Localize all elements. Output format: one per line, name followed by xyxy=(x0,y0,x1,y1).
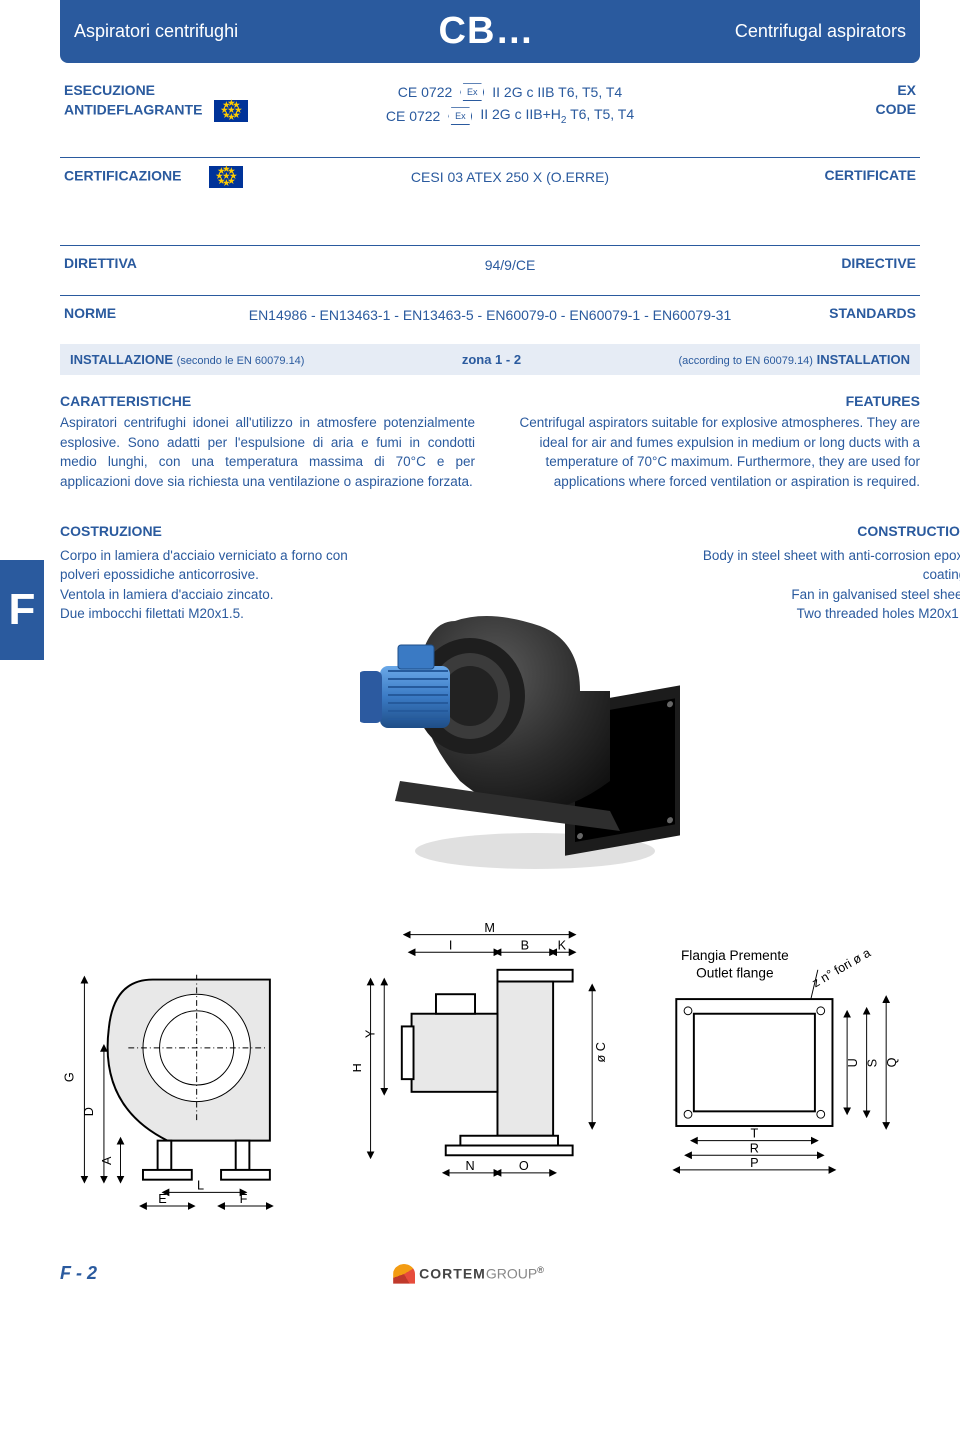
features-en-title: FEATURES xyxy=(505,393,920,409)
side-tab: F xyxy=(0,560,44,660)
construction-it-title: COSTRUZIONE xyxy=(60,521,350,541)
cert-center: CESI 03 ATEX 250 X (O.ERRE) xyxy=(274,166,746,188)
direttiva-left: DIRETTIVA xyxy=(64,254,264,273)
svg-text:F: F xyxy=(240,1192,248,1206)
svg-text:Q: Q xyxy=(885,1058,899,1068)
features-it-title: CARATTERISTICHE xyxy=(60,393,475,409)
install-right: (according to EN 60079.14) INSTALLATION xyxy=(678,352,910,367)
direttiva-center: 94/9/CE xyxy=(274,254,746,276)
drawing-side-view: G D A L E F xyxy=(60,921,333,1217)
ce-prefix: CE 0722 xyxy=(398,81,452,103)
construction-en: CONSTRUCTION Body in steel sheet with an… xyxy=(690,521,960,624)
header-title-en: Centrifugal aspirators xyxy=(735,21,906,42)
brand-name-2: GROUP xyxy=(486,1266,537,1282)
section-direttiva: DIRETTIVA 94/9/CE DIRECTIVE xyxy=(60,245,920,286)
drawing-flange: Flangia Premente Outlet flange z n° fori… xyxy=(647,921,920,1217)
eu-flag-icon xyxy=(214,100,248,122)
ex-badge-icon: Ex xyxy=(460,83,484,101)
header-title-it: Aspiratori centrifughi xyxy=(74,21,238,42)
section-construction: COSTRUZIONE Corpo in lamiera d'acciaio v… xyxy=(60,521,920,881)
esecuzione-right: EX CODE xyxy=(756,81,916,119)
ex-label: EX xyxy=(756,81,916,100)
construction-it-l2: Ventola in lamiera d'acciaio zincato. xyxy=(60,585,350,605)
features-it-body: Aspiratori centrifughi idonei all'utiliz… xyxy=(60,413,475,491)
page-number: F - 2 xyxy=(60,1263,97,1284)
svg-text:R: R xyxy=(749,1142,758,1156)
esecuzione-left: ESECUZIONE ANTIDEFLAGRANTE xyxy=(64,81,264,122)
svg-text:E: E xyxy=(158,1192,166,1206)
fan-illustration xyxy=(360,521,680,881)
section-esecuzione: ESECUZIONE ANTIDEFLAGRANTE CE 0722 Ex II… xyxy=(60,73,920,149)
ex-code-line1: II 2G c IIB T6, T5, T4 xyxy=(492,81,622,103)
construction-it-l3: Due imbocchi filettati M20x1.5. xyxy=(60,604,350,624)
cert-right: CERTIFICATE xyxy=(756,166,916,185)
construction-en-l2: Fan in galvanised steel sheet. xyxy=(690,585,960,605)
svg-text:I: I xyxy=(449,939,453,953)
esecuzione-center: CE 0722 Ex II 2G c IIB T6, T5, T4 CE 072… xyxy=(274,81,746,129)
code-label: CODE xyxy=(756,100,916,119)
svg-text:Flangia Premente: Flangia Premente xyxy=(681,948,789,963)
header-model: CB… xyxy=(439,10,535,53)
brand-name-1: CORTEM xyxy=(419,1266,486,1282)
svg-text:D: D xyxy=(82,1107,96,1116)
construction-en-l3: Two threaded holes M20x1.5 xyxy=(690,604,960,624)
svg-text:H: H xyxy=(353,1063,364,1072)
construction-it: COSTRUZIONE Corpo in lamiera d'acciaio v… xyxy=(60,521,350,624)
svg-text:ø C: ø C xyxy=(594,1042,608,1062)
product-image xyxy=(360,521,680,881)
install-left: INSTALLAZIONE (secondo le EN 60079.14) xyxy=(70,352,304,367)
svg-text:G: G xyxy=(63,1072,77,1082)
construction-en-title: CONSTRUCTION xyxy=(690,521,960,541)
construction-it-l1: Corpo in lamiera d'acciaio verniciato a … xyxy=(60,546,350,585)
norme-center: EN14986 - EN13463-1 - EN13463-5 - EN6007… xyxy=(194,304,786,326)
esecuzione-line1: ESECUZIONE xyxy=(64,81,264,100)
features-en: FEATURES Centrifugal aspirators suitable… xyxy=(505,393,920,491)
drawing-front-view: M I B K Y xyxy=(353,921,626,1217)
svg-text:T: T xyxy=(750,1127,758,1141)
install-center: zona 1 - 2 xyxy=(462,352,521,367)
norme-right: STANDARDS xyxy=(796,304,916,323)
svg-text:M: M xyxy=(485,921,496,935)
brand: CORTEMGROUP® xyxy=(393,1264,544,1284)
header-row: Aspiratori centrifughi CB… Centrifugal a… xyxy=(60,0,920,63)
ex-code-line2: II 2G c IIB+H2 T6, T5, T4 xyxy=(480,103,634,129)
svg-text:L: L xyxy=(197,1179,204,1193)
direttiva-right: DIRECTIVE xyxy=(756,254,916,273)
svg-text:U: U xyxy=(846,1058,860,1067)
construction-en-l1: Body in steel sheet with anti-corrosion … xyxy=(690,546,960,585)
technical-drawings: G D A L E F xyxy=(60,921,920,1217)
section-installazione: INSTALLAZIONE (secondo le EN 60079.14) z… xyxy=(60,344,920,375)
eu-flag-icon-2 xyxy=(209,166,243,188)
features-en-body: Centrifugal aspirators suitable for expl… xyxy=(505,413,920,491)
svg-text:N: N xyxy=(466,1159,475,1173)
section-norme: NORME EN14986 - EN13463-1 - EN13463-5 - … xyxy=(60,295,920,336)
esecuzione-line2: ANTIDEFLAGRANTE xyxy=(64,102,202,118)
footer: F - 2 CORTEMGROUP® xyxy=(60,1257,920,1290)
svg-text:A: A xyxy=(100,1156,114,1165)
ex-badge-icon-2: Ex xyxy=(448,107,472,125)
features-it: CARATTERISTICHE Aspiratori centrifughi i… xyxy=(60,393,475,491)
svg-text:S: S xyxy=(865,1059,879,1067)
svg-text:O: O xyxy=(519,1159,529,1173)
section-certificazione: CERTIFICAZIONE CESI 03 ATEX 250 X (O.ERR… xyxy=(60,157,920,237)
svg-text:Outlet flange: Outlet flange xyxy=(696,966,773,981)
cert-left: CERTIFICAZIONE xyxy=(64,166,264,188)
brand-logo-icon xyxy=(393,1264,415,1284)
svg-text:B: B xyxy=(521,939,529,953)
section-features: CARATTERISTICHE Aspiratori centrifughi i… xyxy=(60,393,920,491)
svg-text:P: P xyxy=(750,1156,758,1170)
norme-left: NORME xyxy=(64,304,184,323)
ce-prefix-2: CE 0722 xyxy=(386,105,440,127)
registered-icon: ® xyxy=(537,1265,544,1275)
svg-text:z n° fori ø a: z n° fori ø a xyxy=(809,945,873,990)
svg-text:K: K xyxy=(558,939,567,953)
